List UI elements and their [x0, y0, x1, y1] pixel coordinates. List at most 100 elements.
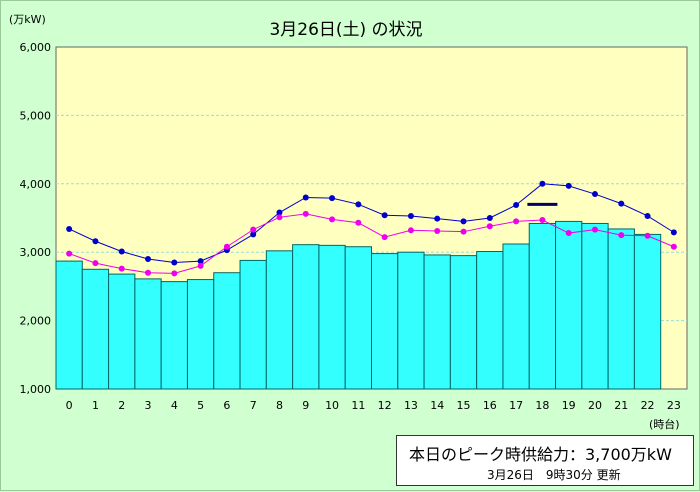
data-point-magenta [513, 218, 520, 225]
bar [502, 243, 530, 390]
bar [581, 222, 609, 390]
bar [55, 260, 83, 390]
bar [371, 253, 399, 390]
x-axis-label: (時台) [649, 417, 680, 431]
data-point-blue [329, 195, 336, 202]
bar [265, 250, 294, 390]
x-tick-label: 8 [276, 399, 283, 412]
data-point-blue [197, 258, 204, 265]
data-point-magenta [407, 227, 414, 234]
data-point-magenta [591, 226, 598, 233]
series-line-magenta [68, 213, 675, 274]
data-point-blue [171, 259, 178, 266]
bar [344, 246, 373, 390]
data-point-magenta [171, 270, 178, 277]
data-point-blue [302, 194, 309, 201]
x-tick-label: 18 [535, 399, 549, 412]
data-point-magenta [460, 228, 467, 235]
series-line-blue [68, 183, 675, 263]
data-point-magenta [644, 232, 651, 239]
x-tick-label: 17 [509, 399, 523, 412]
x-tick-label: 0 [66, 399, 73, 412]
x-tick-label: 23 [667, 399, 681, 412]
bar [423, 254, 451, 390]
bar [607, 228, 635, 390]
data-point-blue [118, 248, 125, 255]
x-tick-label: 16 [483, 399, 497, 412]
bar [292, 244, 320, 390]
data-point-magenta [145, 269, 152, 276]
bar [81, 268, 110, 390]
x-tick-label: 22 [641, 399, 655, 412]
x-tick-label: 20 [588, 399, 602, 412]
updated-time-text: 3月26日 9時30分 更新 [487, 468, 621, 482]
data-point-magenta [250, 226, 257, 233]
x-tick-label: 13 [404, 399, 418, 412]
data-point-blue [92, 238, 99, 245]
data-point-blue [565, 182, 572, 189]
y-tick-label: 5,000 [20, 109, 52, 122]
data-point-magenta [486, 223, 493, 230]
data-point-blue [250, 231, 257, 238]
data-point-magenta [355, 219, 362, 226]
x-tick-label: 4 [171, 399, 178, 412]
bar [239, 259, 267, 390]
data-point-blue [66, 225, 73, 232]
data-point-blue [486, 215, 493, 221]
x-tick-label: 12 [378, 399, 392, 412]
data-point-magenta [197, 262, 204, 269]
x-tick-label: 19 [562, 399, 576, 412]
x-tick-label: 10 [325, 399, 339, 412]
x-tick-label: 7 [250, 399, 257, 412]
x-tick-label: 2 [118, 399, 125, 412]
y-tick-label: 3,000 [20, 246, 52, 259]
bar [318, 244, 346, 390]
data-point-magenta [381, 234, 388, 241]
data-point-blue [670, 229, 677, 236]
data-point-blue [618, 200, 625, 207]
bar [186, 279, 215, 390]
y-tick-label: 4,000 [20, 178, 52, 191]
data-point-magenta [670, 243, 677, 250]
y-tick-label: 2,000 [20, 315, 52, 328]
x-tick-label: 11 [351, 399, 365, 412]
peak-supply-text: 本日のピーク時供給力：3,700万kW [409, 445, 672, 464]
data-point-blue [145, 256, 152, 263]
data-point-magenta [223, 243, 230, 250]
data-point-magenta [565, 230, 572, 237]
data-point-blue [591, 191, 598, 198]
bar [213, 272, 241, 390]
bar [476, 251, 504, 390]
x-tick-label: 14 [430, 399, 444, 412]
bar [528, 222, 557, 390]
data-point-magenta [329, 216, 336, 223]
x-tick-label: 5 [197, 399, 204, 412]
data-point-magenta [276, 214, 283, 221]
bar [134, 278, 162, 390]
data-point-blue [276, 209, 283, 216]
data-point-magenta [66, 250, 73, 257]
x-tick-label: 6 [223, 399, 230, 412]
data-point-blue [407, 212, 414, 219]
data-point-blue [539, 180, 546, 187]
data-point-blue [355, 201, 362, 208]
data-point-blue [434, 215, 441, 222]
bar [555, 220, 583, 390]
data-point-blue [381, 212, 388, 219]
data-point-blue [460, 218, 467, 225]
x-tick-label: 3 [145, 399, 152, 412]
x-tick-label: 1 [92, 399, 99, 412]
x-tick-label: 9 [302, 399, 309, 412]
x-tick-label: 15 [457, 399, 471, 412]
info-box: 本日のピーク時供給力：3,700万kW 3月26日 9時30分 更新 [396, 435, 694, 486]
data-point-magenta [434, 227, 441, 234]
data-point-magenta [92, 260, 99, 267]
bar [633, 233, 662, 390]
x-tick-label: 21 [614, 399, 628, 412]
data-point-blue [513, 202, 520, 209]
data-point-blue [644, 212, 651, 219]
bar [397, 251, 425, 390]
data-point-magenta [618, 232, 625, 239]
